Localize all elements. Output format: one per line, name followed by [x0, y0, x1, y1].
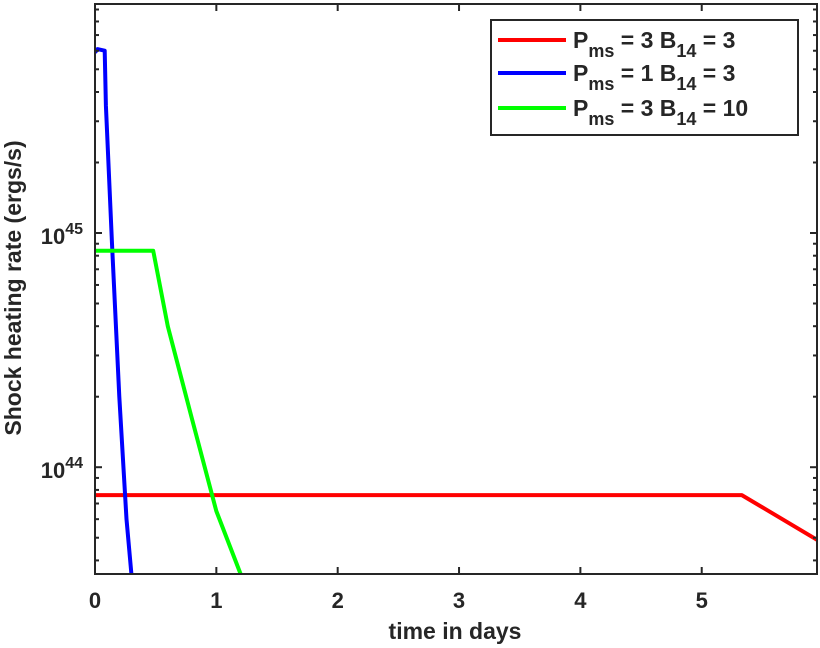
legend-label-3: Pms = 3 B14 = 10 [573, 95, 748, 129]
series-line-3 [95, 248, 243, 574]
plot-frame [94, 3, 818, 575]
legend-label-1: Pms = 3 B14 = 3 [573, 27, 735, 61]
y-tick-label-45: 1045 [41, 221, 83, 249]
x-tick-labels: 0 1 2 3 4 5 [89, 588, 708, 613]
y-tick-label-44: 1044 [41, 455, 83, 483]
y-tick-labels: 1044 1045 [41, 221, 83, 483]
x-tick-label-5: 5 [696, 588, 708, 613]
x-tick-label-3: 3 [453, 588, 465, 613]
x-tick-label-4: 4 [574, 588, 587, 613]
y-axis-label: Shock heating rate (ergs/s) [0, 140, 26, 435]
x-tick-label-2: 2 [332, 588, 344, 613]
ticks-layer [94, 4, 817, 574]
legend-label-2: Pms = 1 B14 = 3 [573, 60, 735, 94]
x-tick-label-1: 1 [210, 588, 222, 613]
series-line-1 [95, 493, 817, 542]
series-line-2 [95, 47, 134, 574]
x-axis-label: time in days [389, 618, 522, 644]
x-tick-label-0: 0 [89, 588, 101, 613]
series-layer [95, 47, 817, 574]
